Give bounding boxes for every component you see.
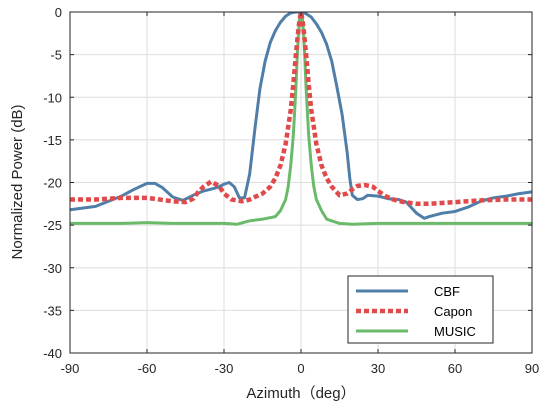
legend-label-capon: Capon [434, 304, 472, 319]
y-axis-label: Normalized Power (dB) [9, 104, 26, 259]
legend-label-cbf: CBF [434, 284, 460, 299]
x-tick-label: 30 [371, 361, 385, 376]
series-group [70, 12, 532, 226]
x-tick-label: -60 [138, 361, 157, 376]
x-tick-label: 0 [297, 361, 304, 376]
y-tick-label: -20 [43, 176, 62, 191]
x-tick-label: -30 [215, 361, 234, 376]
y-tick-label: 0 [55, 5, 62, 20]
y-tick-label: -15 [43, 133, 62, 148]
x-axis-label: Azimuth（deg） [246, 385, 355, 402]
series-line-capon [70, 12, 532, 207]
y-tick-label: -10 [43, 90, 62, 105]
y-tick-label: -30 [43, 261, 62, 276]
x-tick-label: 90 [525, 361, 539, 376]
legend: CBF Capon MUSIC [347, 275, 494, 344]
y-tick-label: -5 [50, 48, 62, 63]
ticks-group: -90 -60 -30 0 30 60 90 0 -5 -10 -15 -20 -25 -30 -35 -40 [43, 5, 539, 376]
y-tick-label: -40 [43, 346, 62, 361]
x-tick-label: -90 [61, 361, 80, 376]
legend-label-music: MUSIC [434, 324, 476, 339]
y-tick-label: -35 [43, 303, 62, 318]
y-tick-label: -25 [43, 218, 62, 233]
x-tick-label: 60 [448, 361, 462, 376]
